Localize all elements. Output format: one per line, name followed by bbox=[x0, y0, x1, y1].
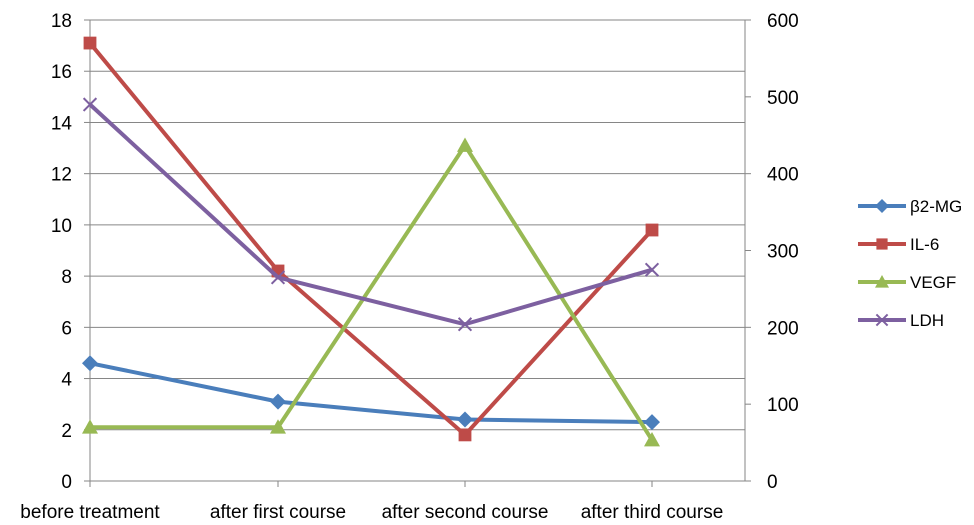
series-line bbox=[88, 41, 654, 437]
category-label: after first course bbox=[210, 502, 346, 523]
left-tick-label: 0 bbox=[61, 472, 72, 493]
data-point bbox=[875, 199, 889, 213]
data-point bbox=[457, 317, 473, 332]
left-tick-label: 12 bbox=[51, 165, 72, 186]
series-β2-MG bbox=[82, 355, 660, 431]
right-tick-label: 600 bbox=[767, 11, 799, 32]
data-point bbox=[83, 36, 97, 50]
series-layer bbox=[82, 36, 660, 447]
left-axis-ticks: 0 2 4 6 8 10 12 14 16 18 bbox=[51, 11, 73, 493]
category-label: before treatment bbox=[20, 502, 160, 523]
left-tick-label: 8 bbox=[61, 267, 72, 288]
category-label: after second course bbox=[382, 502, 549, 523]
right-tick-label: 0 bbox=[767, 472, 778, 493]
data-point bbox=[270, 393, 286, 410]
left-tick-label: 10 bbox=[51, 216, 72, 237]
left-tick-label: 14 bbox=[51, 113, 73, 134]
data-point bbox=[644, 262, 660, 277]
right-tick-label: 500 bbox=[767, 88, 799, 109]
data-point bbox=[875, 313, 889, 327]
series-line bbox=[90, 143, 654, 442]
data-point bbox=[645, 223, 659, 237]
legend-label: LDH bbox=[910, 311, 944, 330]
legend-label: β2-MG bbox=[910, 197, 962, 216]
right-tick-label: 300 bbox=[767, 242, 799, 263]
left-tick-label: 6 bbox=[61, 318, 72, 339]
legend-item: LDH bbox=[858, 311, 944, 330]
right-tick-label: 400 bbox=[767, 165, 799, 186]
right-axis-ticks: 0 100 200 300 400 500 600 bbox=[767, 11, 799, 493]
axes bbox=[84, 19, 751, 487]
right-tick-label: 200 bbox=[767, 318, 799, 339]
data-point bbox=[458, 428, 472, 442]
legend-item: IL-6 bbox=[858, 235, 939, 254]
data-point bbox=[82, 97, 98, 112]
data-point bbox=[876, 238, 888, 250]
data-point bbox=[457, 137, 473, 152]
data-point bbox=[875, 275, 889, 288]
data-point bbox=[457, 411, 473, 428]
series-line bbox=[88, 103, 653, 327]
category-labels: before treatment after first course after … bbox=[20, 502, 723, 523]
right-tick-label: 100 bbox=[767, 395, 799, 416]
legend-label: VEGF bbox=[910, 273, 956, 292]
data-point bbox=[82, 355, 98, 372]
left-tick-label: 18 bbox=[51, 11, 72, 32]
legend-item: VEGF bbox=[858, 273, 956, 292]
data-point bbox=[644, 432, 660, 447]
data-point bbox=[270, 419, 286, 434]
series-LDH bbox=[82, 97, 660, 332]
category-label: after third course bbox=[581, 502, 724, 523]
legend-item: β2-MG bbox=[858, 197, 962, 216]
legend: β2-MG IL-6 VEGF LDH bbox=[858, 197, 962, 330]
data-point bbox=[82, 419, 98, 434]
left-tick-label: 2 bbox=[61, 421, 72, 442]
left-tick-label: 4 bbox=[61, 370, 72, 391]
series-line bbox=[89, 361, 653, 425]
left-tick-label: 16 bbox=[51, 62, 72, 83]
data-point bbox=[270, 270, 286, 285]
series-VEGF bbox=[82, 137, 660, 447]
legend-label: IL-6 bbox=[910, 235, 939, 254]
data-point bbox=[644, 414, 660, 431]
